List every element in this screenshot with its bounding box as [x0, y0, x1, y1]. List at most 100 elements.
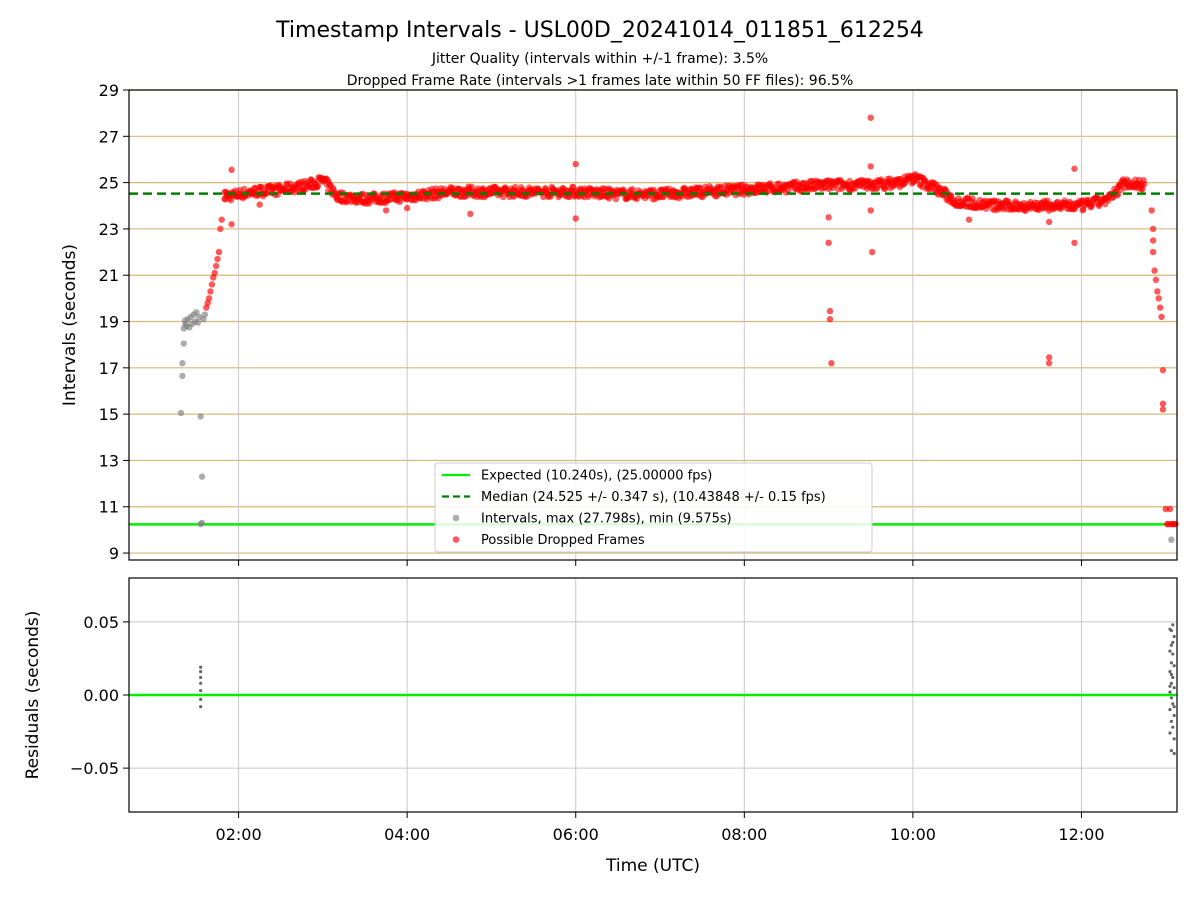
residuals-panel: 0.05 0.00 −0.05 02:00 04:00 06:00 08:00 10:00 12… [70, 577, 1178, 844]
residual-point [1168, 708, 1172, 712]
bottom-x-tick-label: 02:00 [216, 825, 262, 844]
dropped-frame-point [207, 288, 214, 295]
legend-entry: Expected (10.240s), (25.00000 fps) [481, 469, 712, 484]
top-y-tick-label: 15 [99, 405, 119, 424]
dropped-frame-point [1071, 165, 1078, 172]
dropped-frame-point [467, 210, 474, 218]
residual-point [1169, 661, 1173, 665]
legend: Expected (10.240s), (25.00000 fps) Median… [434, 462, 873, 553]
dropped-frame-point [212, 262, 220, 270]
dropped-frame-point [1139, 186, 1146, 193]
dropped-frame-point [826, 307, 834, 315]
top-y-tick-label: 11 [99, 498, 119, 517]
dropped-frame-point [629, 186, 636, 193]
bottom-x-tick-label: 06:00 [553, 825, 599, 844]
residual-point [199, 681, 203, 685]
top-y-tick-label: 23 [99, 220, 119, 239]
legend-entry: Intervals, max (27.798s), min (9.575s) [481, 512, 732, 527]
bottom-y-axis-label: Residuals (seconds) [23, 611, 43, 780]
legend-box [434, 462, 873, 553]
dropped-frame-point [1172, 520, 1179, 528]
interval-point [179, 372, 186, 380]
interval-point [177, 409, 185, 417]
dropped-frame-point [868, 248, 876, 256]
dropped-frame-point [1045, 360, 1053, 367]
dropped-frame-point [1045, 218, 1053, 226]
dropped-frame-point [211, 269, 218, 277]
interval-point [197, 520, 204, 528]
dropped-frame-point [221, 195, 228, 203]
residual-point [1168, 690, 1172, 694]
bottom-y-tick-label: −0.05 [70, 759, 119, 778]
dropped-frame-point [867, 207, 874, 214]
bottom-x-tick-label: 04:00 [384, 825, 430, 844]
dropped-frame-point [1045, 354, 1053, 361]
dropped-frame-point [612, 195, 620, 203]
dropped-frame-point [218, 216, 225, 223]
dropped-frame-point [217, 225, 224, 233]
dropped-frame-point [1152, 276, 1160, 284]
dropped-frame-point [572, 215, 579, 222]
residual-point [1168, 684, 1172, 688]
dropped-frame-point [1156, 304, 1164, 311]
interval-point [1168, 536, 1175, 543]
dropped-frame-point [965, 216, 973, 223]
interval-point [198, 473, 206, 480]
residual-point [1172, 705, 1176, 709]
legend-dot-swatch [452, 536, 460, 543]
dropped-frame-point [1158, 313, 1165, 321]
bottom-y-tick-label: 0.05 [83, 613, 119, 632]
bottom-x-tick-label: 10:00 [890, 825, 936, 844]
dropped-frame-point [215, 248, 223, 256]
dropped-frame-point [1149, 237, 1157, 244]
interval-point [194, 319, 202, 326]
dropped-frame-point [228, 221, 235, 228]
top-y-tick-label: 9 [109, 544, 119, 563]
residual-point [1169, 681, 1173, 685]
residual-point [1169, 748, 1173, 753]
interval-point [179, 360, 186, 367]
dropped-frame-point [825, 239, 832, 247]
chart-subtitle-jitter: Jitter Quality (intervals within +/-1 fr… [431, 51, 768, 67]
residual-point [1172, 713, 1176, 718]
dropped-frame-point [867, 114, 874, 121]
dropped-frame-point [1166, 505, 1174, 513]
residual-point [199, 665, 203, 669]
x-axis-label: Time (UTC) [605, 856, 700, 876]
residual-point [199, 670, 203, 674]
top-y-tick-label: 13 [99, 451, 119, 470]
dropped-frame-point [1159, 366, 1167, 374]
dropped-frame-point [1149, 248, 1157, 256]
residual-point [1168, 731, 1172, 735]
dropped-frame-point [205, 295, 213, 302]
bottom-x-tick-label: 08:00 [721, 825, 767, 844]
residual-point [1171, 623, 1175, 627]
residual-point [1171, 702, 1175, 706]
dropped-frame-point [396, 198, 404, 206]
dropped-frame-point [256, 201, 263, 208]
dropped-frame-point [228, 166, 235, 174]
chart-title: Timestamp Intervals - USL00D_20241014_01… [275, 18, 924, 43]
dropped-frame-point [828, 360, 835, 367]
residual-point [1169, 672, 1173, 677]
residual-point [199, 675, 203, 680]
intervals-panel: 9 11 13 15 17 19 21 23 25 27 29 [99, 81, 1179, 566]
residual-point [199, 705, 203, 709]
residual-point [1171, 725, 1175, 729]
dropped-frame-point [1149, 225, 1157, 233]
top-y-tick-label: 17 [99, 359, 119, 378]
residual-point [1172, 664, 1176, 668]
residual-point [1172, 751, 1176, 756]
top-y-tick-label: 19 [99, 313, 119, 332]
interval-point [180, 340, 187, 347]
dropped-frame-point [208, 281, 216, 288]
dropped-frame-point [826, 316, 834, 323]
residual-point [199, 689, 203, 693]
chart-subtitle-dropped: Dropped Frame Rate (intervals >1 frames … [347, 73, 854, 89]
legend-entry: Median (24.525 +/- 0.347 s), (10.43848 +… [481, 490, 826, 505]
interval-point [193, 309, 200, 316]
dropped-frame-point [1154, 288, 1161, 295]
top-y-tick-label: 25 [99, 174, 119, 193]
top-y-tick-label: 27 [99, 127, 119, 146]
dropped-frame-point [1159, 400, 1167, 407]
